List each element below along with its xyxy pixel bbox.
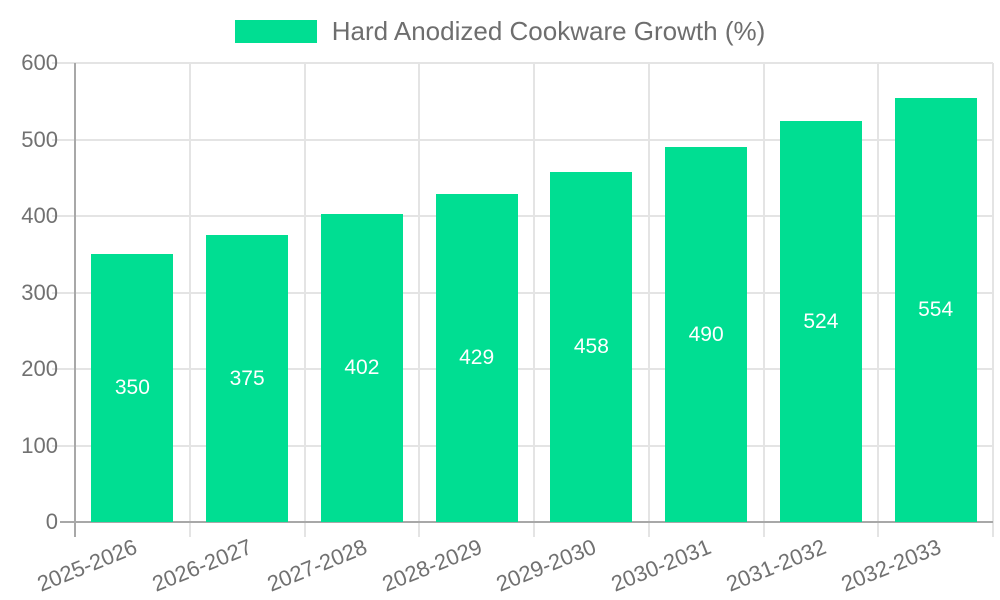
bar-value-label: 375 bbox=[229, 366, 265, 390]
y-axis-line bbox=[74, 63, 76, 537]
bar-value-label: 490 bbox=[688, 322, 724, 346]
y-tick-label: 400 bbox=[21, 203, 58, 228]
v-gridline bbox=[418, 63, 421, 537]
y-tick-label: 0 bbox=[45, 509, 58, 534]
bar-value-label: 429 bbox=[459, 345, 495, 369]
legend: Hard Anodized Cookware Growth (%) bbox=[0, 17, 1000, 45]
bar-value-label: 350 bbox=[114, 376, 150, 400]
legend-label[interactable]: Hard Anodized Cookware Growth (%) bbox=[331, 16, 766, 46]
v-gridline bbox=[533, 63, 535, 537]
bar-value-label: 458 bbox=[573, 334, 609, 358]
bar[interactable] bbox=[550, 171, 633, 522]
v-gridline bbox=[992, 63, 994, 537]
v-gridline bbox=[647, 63, 650, 537]
x-axis-line bbox=[60, 521, 993, 523]
y-tick-label: 500 bbox=[21, 126, 58, 152]
bar-value-label: 524 bbox=[803, 309, 839, 333]
v-gridline bbox=[877, 63, 880, 537]
bar[interactable] bbox=[894, 98, 977, 522]
h-gridline bbox=[52, 291, 993, 294]
bar-value-label: 402 bbox=[344, 356, 380, 380]
h-gridline bbox=[52, 138, 993, 141]
bar[interactable] bbox=[665, 147, 748, 522]
bar[interactable] bbox=[206, 235, 289, 522]
legend-swatch[interactable] bbox=[234, 19, 317, 43]
y-tick-label: 600 bbox=[21, 50, 58, 75]
bar[interactable] bbox=[91, 254, 174, 522]
v-gridline bbox=[188, 63, 191, 537]
bar[interactable] bbox=[320, 214, 403, 522]
h-gridline bbox=[52, 444, 993, 447]
h-gridline bbox=[52, 368, 993, 370]
v-gridline bbox=[303, 63, 306, 537]
bar[interactable] bbox=[435, 193, 518, 522]
y-tick-label: 300 bbox=[21, 279, 58, 305]
y-tick-label: 100 bbox=[21, 432, 58, 458]
h-gridline bbox=[52, 215, 993, 217]
v-gridline bbox=[762, 63, 765, 537]
bar-value-label: 554 bbox=[918, 298, 954, 322]
bar[interactable] bbox=[779, 121, 862, 522]
y-tick-label: 200 bbox=[21, 356, 58, 381]
h-gridline bbox=[52, 62, 993, 64]
